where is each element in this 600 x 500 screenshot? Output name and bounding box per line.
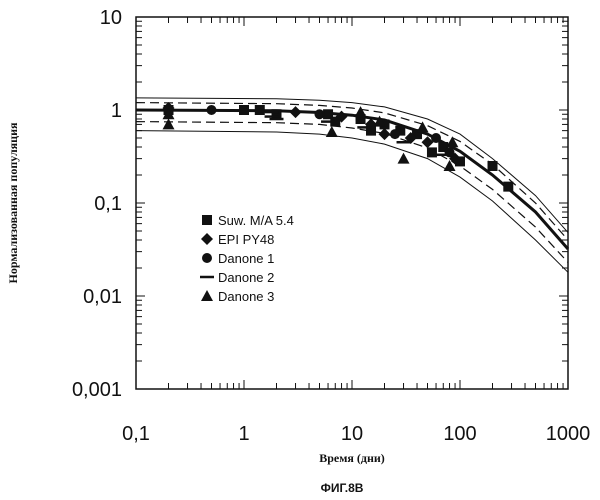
legend-marker-circle — [202, 253, 212, 263]
legend-marker-square — [202, 215, 212, 225]
data-point-square — [330, 116, 341, 127]
x-tick-label: 10 — [341, 423, 363, 445]
fit-curve-thin-solid — [135, 97, 569, 233]
data-point-triangle — [354, 106, 367, 118]
y-tick-label: 1 — [111, 100, 122, 122]
data-point-diamond — [421, 136, 434, 149]
y-tick-label: 0,1 — [94, 193, 122, 215]
figure-caption: ФИГ.8В — [321, 481, 364, 495]
data-point-square — [239, 105, 249, 115]
legend-marker-diamond — [201, 233, 213, 245]
data-point-triangle — [416, 121, 429, 133]
data-point-circle — [389, 129, 400, 140]
legend: Suw. M/A 5.4 EPI PY48 Danone 1 Danone 2 Dano… — [200, 213, 294, 304]
legend-label: EPI PY48 — [218, 232, 274, 247]
x-tick-labels: 0,1 1 10 100 1000 — [122, 423, 590, 445]
data-point-triangle — [446, 136, 459, 148]
data-point-square — [438, 142, 449, 153]
y-tick-label: 0,01 — [83, 286, 122, 308]
data-point-square — [395, 125, 406, 136]
plot-area-frame — [135, 16, 569, 390]
data-point-square — [271, 109, 282, 120]
data-point-triangle — [443, 159, 456, 171]
minor-ticks — [135, 17, 568, 390]
data-point-square — [323, 109, 334, 120]
legend-label: Danone 2 — [218, 270, 274, 285]
x-tick-label: 1 — [238, 423, 249, 445]
data-point-square — [379, 119, 390, 130]
fit-curve-dashed — [135, 121, 569, 263]
data-point-diamond — [335, 110, 348, 123]
data-point-triangle — [325, 126, 338, 138]
fit-curves — [135, 97, 570, 273]
x-axis-title: Время (дни) — [319, 451, 385, 465]
x-tick-label: 1000 — [546, 423, 591, 445]
data-point-triangle — [397, 152, 410, 164]
x-tick-label: 0,1 — [122, 423, 150, 445]
legend-label: Danone 3 — [218, 289, 274, 304]
data-point-square — [503, 181, 514, 192]
data-point-square — [366, 125, 377, 136]
data-point-diamond — [162, 102, 175, 115]
data-point-square — [487, 160, 498, 171]
data-point-circle — [314, 109, 325, 120]
data-point-circle — [431, 132, 442, 143]
x-tick-label: 100 — [443, 423, 476, 445]
data-point-circle — [206, 105, 217, 115]
data-point-square — [455, 156, 465, 167]
fit-curve-dashed — [135, 102, 569, 241]
y-axis-title: Нормализованная популяция — [6, 122, 20, 284]
data-points — [162, 102, 514, 192]
data-point-triangle — [162, 108, 175, 120]
legend-label: Danone 1 — [218, 251, 274, 266]
data-point-square — [412, 129, 423, 140]
legend-label: Suw. M/A 5.4 — [218, 213, 294, 228]
data-point-diamond — [404, 131, 417, 144]
data-point-triangle — [373, 115, 386, 127]
data-point-diamond — [289, 106, 302, 119]
data-point-square — [426, 147, 437, 158]
y-tick-labels: 0,001 0,01 0,1 1 10 — [72, 7, 122, 401]
y-tick-label: 0,001 — [72, 379, 122, 401]
y-tick-label: 10 — [100, 7, 122, 29]
legend-marker-triangle — [201, 290, 213, 301]
fit-curve-thin-solid — [135, 130, 569, 273]
data-point-square — [254, 105, 265, 115]
data-point-diamond — [378, 128, 391, 141]
data-point-circle — [444, 147, 455, 158]
data-point-triangle — [162, 118, 175, 130]
